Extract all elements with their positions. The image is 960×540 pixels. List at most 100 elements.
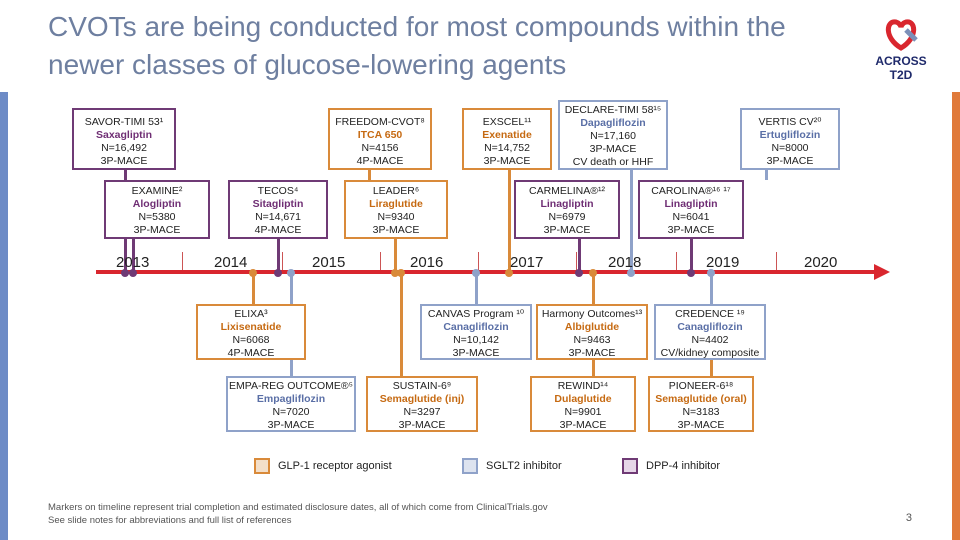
trial-box-declare: DECLARE-TIMI 58¹⁵ Dapagliflozin N=17,160… [558, 100, 668, 170]
logo-line2: T2D [889, 68, 913, 82]
left-accent-bar [0, 92, 8, 540]
trial-n: N=6041 [672, 211, 710, 223]
year-label-2020: 2020 [804, 254, 838, 271]
trial-drug: Dapagliflozin [580, 117, 646, 129]
trial-name: CANVAS Program ¹⁰ [427, 308, 525, 320]
trial-drug: Canagliflozin [443, 321, 509, 333]
trial-name: EXAMINE² [131, 185, 183, 197]
connector-carmelina [578, 239, 581, 274]
trial-n: N=14,671 [255, 211, 301, 223]
logo-text: ACROSS T2D [862, 54, 940, 82]
trial-n: N=7020 [272, 406, 310, 418]
trial-name: SAVOR-TIMI 53¹ [84, 116, 164, 128]
trial-endpoint: 3P-MACE [133, 224, 181, 236]
connector-credence [710, 274, 713, 306]
trial-box-canvas: CANVAS Program ¹⁰ Canagliflozin N=10,142… [420, 304, 532, 360]
heart-logo-icon [885, 19, 918, 51]
trial-name: EMPA-REG OUTCOME®⁵ [229, 380, 353, 392]
trial-n: N=6979 [548, 211, 586, 223]
timeline-marker [687, 269, 695, 277]
legend-swatch-glp [254, 458, 270, 474]
connector-tecos [277, 239, 280, 274]
timeline-marker [627, 269, 635, 277]
timeline-marker [505, 269, 513, 277]
legend-label-dpp: DPP-4 inhibitor [646, 459, 720, 472]
trial-box-credence: CREDENCE ¹⁹ Canagliflozin N=4402 CV/kidn… [654, 304, 766, 360]
trial-drug: Linagliptin [540, 198, 594, 210]
logo-line1: ACROSS [875, 54, 927, 68]
across-t2d-logo: ACROSS T2D [862, 12, 940, 86]
trial-n: N=4402 [691, 334, 729, 346]
year-tick [182, 252, 183, 270]
trial-endpoint: 4P-MACE [356, 155, 404, 167]
trial-name: VERTIS CV²⁰ [758, 116, 822, 128]
trial-endpoint: 3P-MACE [568, 347, 616, 359]
trial-drug: Linagliptin [664, 198, 718, 210]
legend-label-glp: GLP-1 receptor agonist [278, 459, 392, 472]
trial-box-exscel: EXSCEL¹¹ Exenatide N=14,752 3P-MACE [462, 108, 552, 170]
trial-box-freedom: FREEDOM-CVOT⁸ ITCA 650 N=4156 4P-MACE [328, 108, 432, 170]
trial-endpoint: 3P-MACE [677, 419, 725, 431]
timeline-marker [391, 269, 399, 277]
trial-box-savor: SAVOR-TIMI 53¹ Saxagliptin N=16,492 3P-M… [72, 108, 176, 170]
trial-endpoint: 3P-MACE [543, 224, 591, 236]
trial-endpoint: 3P-MACE [589, 143, 637, 155]
trial-name: Harmony Outcomes¹³ [541, 308, 643, 320]
timeline-marker [589, 269, 597, 277]
trial-drug: Semaglutide (oral) [655, 393, 747, 405]
trial-box-leader: LEADER⁶ Liraglutide N=9340 3P-MACE [344, 180, 448, 239]
trial-drug: Exenatide [482, 129, 532, 141]
connector-examine [132, 239, 135, 274]
legend-glp: GLP-1 receptor agonist [254, 458, 392, 474]
trial-n: N=16,492 [101, 142, 147, 154]
timeline-marker [397, 269, 405, 277]
year-tick [576, 252, 577, 270]
trial-drug: Ertugliflozin [759, 129, 821, 141]
timeline-marker [707, 269, 715, 277]
trial-endpoint: 3P-MACE [483, 155, 531, 167]
trial-endpoint: 3P-MACE [267, 419, 315, 431]
right-accent-bar [952, 92, 960, 540]
trial-drug: Lixisenatide [220, 321, 282, 333]
timeline-marker [274, 269, 282, 277]
trial-drug: Alogliptin [132, 198, 182, 210]
trial-name: CAROLINA®¹⁶ ¹⁷ [651, 185, 731, 197]
trial-drug: Liraglutide [369, 198, 423, 210]
trial-n: N=3297 [403, 406, 441, 418]
trial-n: N=14,752 [484, 142, 530, 154]
trial-endpoint: CV/kidney composite [660, 347, 760, 359]
footnote: Markers on timeline represent trial comp… [48, 501, 548, 527]
trial-drug: Canagliflozin [677, 321, 743, 333]
legend-dpp: DPP-4 inhibitor [622, 458, 720, 474]
trial-endpoint: 3P-MACE [667, 224, 715, 236]
trial-box-examine: EXAMINE² Alogliptin N=5380 3P-MACE [104, 180, 210, 239]
connector-leader [394, 239, 397, 274]
trial-endpoint-secondary: CV death or HHF [572, 156, 654, 168]
trial-box-rewind: REWIND¹⁴ Dulaglutide N=9901 3P-MACE [530, 376, 636, 432]
legend-label-sglt: SGLT2 inhibitor [486, 459, 562, 472]
year-tick [282, 252, 283, 270]
timeline-axis [96, 270, 876, 274]
connector-vertis [765, 170, 768, 180]
trial-box-empareg: EMPA-REG OUTCOME®⁵ Empagliflozin N=7020 … [226, 376, 356, 432]
trial-n: N=9463 [573, 334, 611, 346]
trial-n: N=8000 [771, 142, 809, 154]
footnote-line1: Markers on timeline represent trial comp… [48, 502, 548, 513]
footnote-line2: See slide notes for abbreviations and fu… [48, 515, 292, 526]
trial-n: N=3183 [682, 406, 720, 418]
trial-name: REWIND¹⁴ [557, 380, 609, 392]
trial-n: N=9340 [377, 211, 415, 223]
year-tick [478, 252, 479, 270]
trial-n: N=17,160 [590, 130, 636, 142]
year-label-2015: 2015 [312, 254, 346, 271]
page-title: CVOTs are being conducted for most compo… [48, 11, 786, 80]
trial-endpoint: 3P-MACE [398, 419, 446, 431]
trial-name: PIONEER-6¹⁸ [668, 380, 734, 392]
legend-swatch-sglt [462, 458, 478, 474]
trial-endpoint: 3P-MACE [452, 347, 500, 359]
trial-name: CREDENCE ¹⁹ [675, 308, 745, 320]
trial-box-pioneer: PIONEER-6¹⁸ Semaglutide (oral) N=3183 3P… [648, 376, 754, 432]
timeline-marker [575, 269, 583, 277]
trial-name: DECLARE-TIMI 58¹⁵ [564, 104, 662, 116]
year-tick [776, 252, 777, 270]
